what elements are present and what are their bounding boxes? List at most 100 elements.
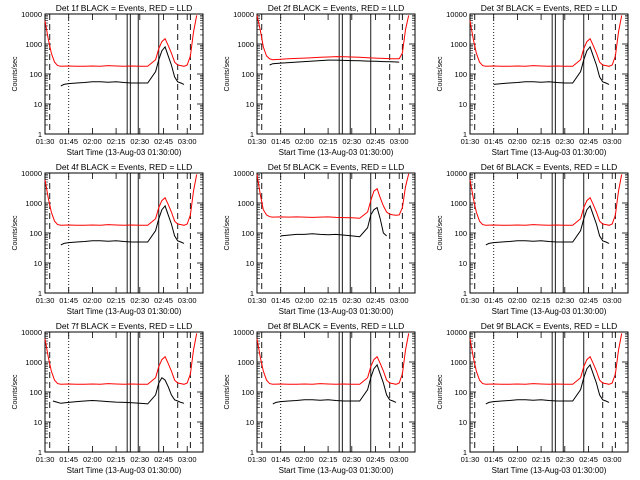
y-tick-label: 10 xyxy=(246,259,254,268)
y-tick-label: 100 xyxy=(241,229,254,238)
y-tick-label: 10000 xyxy=(446,169,467,178)
x-tick-label: 01:45 xyxy=(271,455,290,464)
x-tick-label: 02:30 xyxy=(342,137,361,146)
y-axis-label: Counts/sec xyxy=(224,56,231,92)
series-events-line xyxy=(272,363,397,405)
x-tick-label: 03:00 xyxy=(390,296,409,305)
x-axis-label: Start Time (13-Aug-03 01:30:00) xyxy=(67,466,182,475)
x-tick-label: 02:30 xyxy=(130,455,149,464)
y-tick-label: 100 xyxy=(241,388,254,397)
x-tick-label: 02:45 xyxy=(366,455,385,464)
x-tick-label: 03:00 xyxy=(178,296,197,305)
series-lld-line xyxy=(469,15,623,67)
x-tick-label: 02:30 xyxy=(342,296,361,305)
panel-det-3: Det 3f BLACK = Events, RED = LLD Counts/s… xyxy=(437,3,629,157)
y-tick-label: 10 xyxy=(459,100,467,109)
x-tick-label: 02:15 xyxy=(532,137,551,146)
y-tick-label: 1000 xyxy=(450,358,467,367)
y-tick-label: 10000 xyxy=(446,10,467,19)
x-axis-label: Start Time (13-Aug-03 01:30:00) xyxy=(279,466,394,475)
y-tick-label: 1 xyxy=(250,130,254,139)
x-tick-label: 01:45 xyxy=(271,296,290,305)
y-tick-label: 10000 xyxy=(21,10,42,19)
x-tick-label: 02:00 xyxy=(295,455,314,464)
series-lld-line xyxy=(469,174,623,226)
x-tick-label: 02:15 xyxy=(107,455,126,464)
y-tick-label: 100 xyxy=(454,70,467,79)
x-tick-label: 02:00 xyxy=(295,296,314,305)
x-tick-label: 01:30 xyxy=(461,296,480,305)
x-tick-label: 03:00 xyxy=(390,137,409,146)
panel-det-8: Det 8f BLACK = Events, RED = LLD Counts/s… xyxy=(224,321,416,475)
x-tick-label: 01:45 xyxy=(484,296,503,305)
x-tick-label: 02:15 xyxy=(319,137,338,146)
y-tick-label: 100 xyxy=(29,229,42,238)
series-lld-line xyxy=(44,174,198,226)
x-tick-label: 01:30 xyxy=(461,455,480,464)
y-tick-label: 10000 xyxy=(233,169,254,178)
x-tick-label: 02:45 xyxy=(154,137,173,146)
x-tick-label: 02:00 xyxy=(508,455,527,464)
x-tick-label: 02:00 xyxy=(295,137,314,146)
x-tick-label: 03:00 xyxy=(603,455,622,464)
x-tick-label: 02:45 xyxy=(579,137,598,146)
series-lld-line xyxy=(44,333,198,385)
panel-det-6: Det 6f BLACK = Events, RED = LLD Counts/s… xyxy=(437,162,629,316)
y-axis-label: Counts/sec xyxy=(224,374,231,410)
panel-title: Det 2f BLACK = Events, RED = LLD xyxy=(268,3,405,13)
y-tick-label: 1000 xyxy=(237,40,254,49)
x-tick-label: 01:45 xyxy=(59,137,78,146)
y-tick-label: 1000 xyxy=(25,199,42,208)
series-lld-line xyxy=(256,333,410,385)
x-tick-label: 02:15 xyxy=(319,455,338,464)
panel-det-9: Det 9f BLACK = Events, RED = LLD Counts/s… xyxy=(437,321,629,475)
panel-det-1: Det 1f BLACK = Events, RED = LLD Counts/s… xyxy=(12,3,204,157)
panel-title: Det 9f BLACK = Events, RED = LLD xyxy=(481,321,618,331)
x-tick-label: 02:15 xyxy=(532,455,551,464)
x-tick-label: 01:30 xyxy=(248,296,267,305)
y-tick-label: 1 xyxy=(463,130,467,139)
x-tick-label: 02:45 xyxy=(154,455,173,464)
y-axis-label: Counts/sec xyxy=(12,56,19,92)
y-tick-label: 10 xyxy=(34,259,42,268)
series-events-line xyxy=(280,206,387,238)
y-tick-label: 1 xyxy=(38,289,42,298)
y-axis-label: Counts/sec xyxy=(437,215,444,251)
y-axis-label: Counts/sec xyxy=(437,374,444,410)
x-tick-label: 02:00 xyxy=(508,296,527,305)
y-tick-label: 100 xyxy=(29,70,42,79)
x-tick-label: 02:30 xyxy=(342,455,361,464)
x-tick-label: 01:45 xyxy=(484,137,503,146)
x-tick-label: 03:00 xyxy=(390,455,409,464)
y-tick-label: 10000 xyxy=(233,328,254,337)
panel-title: Det 1f BLACK = Events, RED = LLD xyxy=(56,3,193,13)
x-tick-label: 02:15 xyxy=(532,296,551,305)
y-tick-label: 1000 xyxy=(237,358,254,367)
x-tick-label: 03:00 xyxy=(603,137,622,146)
panel-title: Det 5f BLACK = Events, RED = LLD xyxy=(268,162,405,172)
x-tick-label: 01:30 xyxy=(36,137,55,146)
x-tick-label: 03:00 xyxy=(178,137,197,146)
series-events-line xyxy=(60,45,185,87)
x-tick-label: 02:00 xyxy=(508,137,527,146)
x-tick-label: 03:00 xyxy=(178,455,197,464)
series-events-line xyxy=(485,204,610,246)
y-axis-label: Counts/sec xyxy=(224,215,231,251)
y-tick-label: 1000 xyxy=(25,40,42,49)
y-tick-label: 1000 xyxy=(450,40,467,49)
y-tick-label: 1000 xyxy=(25,358,42,367)
x-axis-label: Start Time (13-Aug-03 01:30:00) xyxy=(67,148,182,157)
series-events-line xyxy=(269,59,400,66)
y-axis-label: Counts/sec xyxy=(12,215,19,251)
series-events-line xyxy=(52,376,185,405)
x-tick-label: 01:30 xyxy=(36,455,55,464)
y-tick-label: 10000 xyxy=(21,169,42,178)
y-tick-label: 10 xyxy=(246,100,254,109)
x-tick-label: 02:45 xyxy=(154,296,173,305)
y-tick-label: 1 xyxy=(38,448,42,457)
panel-title: Det 8f BLACK = Events, RED = LLD xyxy=(268,321,405,331)
x-axis-label: Start Time (13-Aug-03 01:30:00) xyxy=(492,466,607,475)
y-tick-label: 100 xyxy=(454,388,467,397)
panel-det-7: Det 7f BLACK = Events, RED = LLD Counts/s… xyxy=(12,321,204,475)
